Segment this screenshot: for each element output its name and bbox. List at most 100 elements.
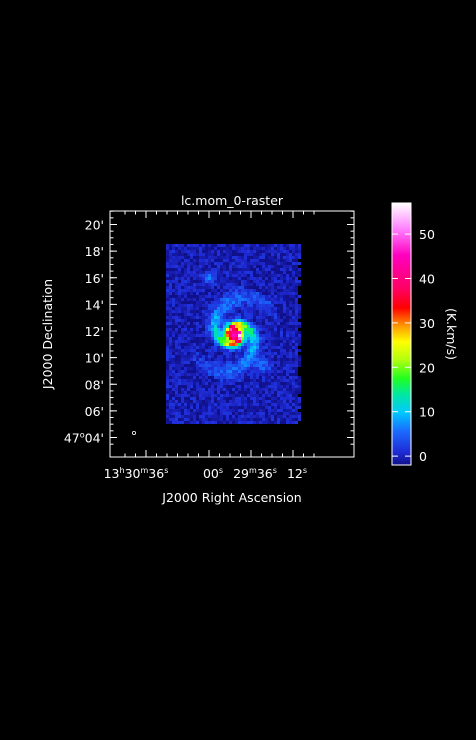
raster-pixel bbox=[265, 259, 268, 262]
raster-pixel bbox=[184, 286, 187, 289]
raster-pixel bbox=[229, 304, 232, 307]
raster-pixel bbox=[208, 286, 211, 289]
raster-pixel bbox=[202, 346, 205, 349]
raster-pixel bbox=[223, 247, 226, 250]
raster-pixel bbox=[283, 382, 286, 385]
raster-pixel bbox=[262, 385, 265, 388]
raster-pixel bbox=[175, 412, 178, 415]
raster-pixel bbox=[256, 388, 259, 391]
raster-pixel bbox=[181, 376, 184, 379]
raster-pixel bbox=[265, 364, 268, 367]
raster-pixel bbox=[268, 265, 271, 268]
raster-pixel bbox=[175, 310, 178, 313]
raster-pixel bbox=[211, 361, 214, 364]
raster-pixel bbox=[280, 421, 283, 424]
raster-pixel bbox=[250, 379, 253, 382]
raster-pixel bbox=[253, 349, 256, 352]
raster-pixel bbox=[292, 286, 295, 289]
raster-pixel bbox=[223, 376, 226, 379]
raster-pixel bbox=[271, 265, 274, 268]
raster-pixel bbox=[220, 406, 223, 409]
raster-pixel bbox=[253, 376, 256, 379]
raster-pixel bbox=[274, 406, 277, 409]
raster-pixel bbox=[268, 295, 271, 298]
colorbar-ramp bbox=[392, 203, 411, 465]
raster-pixel bbox=[244, 328, 247, 331]
raster-pixel bbox=[181, 379, 184, 382]
raster-pixel bbox=[256, 265, 259, 268]
raster-pixel bbox=[250, 382, 253, 385]
raster-pixel bbox=[253, 319, 256, 322]
raster-pixel bbox=[271, 292, 274, 295]
raster-pixel bbox=[226, 340, 229, 343]
raster-pixel bbox=[268, 358, 271, 361]
raster-pixel bbox=[178, 274, 181, 277]
raster-pixel bbox=[223, 250, 226, 253]
raster-pixel bbox=[250, 421, 253, 424]
raster-pixel bbox=[250, 268, 253, 271]
raster-pixel bbox=[193, 250, 196, 253]
raster-pixel bbox=[217, 412, 220, 415]
raster-pixel bbox=[193, 394, 196, 397]
raster-pixel bbox=[277, 295, 280, 298]
raster-pixel bbox=[223, 301, 226, 304]
raster-pixel bbox=[175, 382, 178, 385]
raster-pixel bbox=[235, 307, 238, 310]
raster-pixel bbox=[166, 358, 169, 361]
raster-pixel bbox=[214, 415, 217, 418]
raster-pixel bbox=[247, 304, 250, 307]
raster-pixel bbox=[280, 325, 283, 328]
raster-pixel bbox=[259, 268, 262, 271]
raster-pixel bbox=[232, 367, 235, 370]
raster-pixel bbox=[196, 394, 199, 397]
raster-pixel bbox=[250, 313, 253, 316]
raster-pixel bbox=[238, 367, 241, 370]
raster-pixel bbox=[229, 316, 232, 319]
raster-pixel bbox=[199, 292, 202, 295]
raster-pixel bbox=[199, 301, 202, 304]
raster-pixel bbox=[208, 325, 211, 328]
raster-pixel bbox=[286, 313, 289, 316]
raster-pixel bbox=[184, 280, 187, 283]
raster-pixel bbox=[289, 358, 292, 361]
raster-pixel bbox=[169, 316, 172, 319]
raster-pixel bbox=[289, 274, 292, 277]
raster-pixel bbox=[175, 277, 178, 280]
raster-pixel bbox=[220, 289, 223, 292]
raster-pixel bbox=[217, 352, 220, 355]
raster-pixel bbox=[253, 331, 256, 334]
raster-pixel bbox=[292, 319, 295, 322]
raster-pixel bbox=[235, 262, 238, 265]
raster-pixel bbox=[247, 391, 250, 394]
raster-pixel bbox=[196, 418, 199, 421]
raster-pixel bbox=[223, 349, 226, 352]
raster-pixel bbox=[181, 253, 184, 256]
raster-pixel bbox=[205, 274, 208, 277]
raster-pixel bbox=[256, 310, 259, 313]
raster-pixel bbox=[280, 391, 283, 394]
raster-pixel bbox=[253, 346, 256, 349]
raster-pixel bbox=[223, 307, 226, 310]
raster-pixel bbox=[262, 328, 265, 331]
raster-pixel bbox=[232, 268, 235, 271]
raster-pixel bbox=[292, 307, 295, 310]
raster-pixel bbox=[187, 355, 190, 358]
raster-pixel bbox=[298, 325, 301, 328]
raster-pixel bbox=[226, 286, 229, 289]
raster-pixel bbox=[208, 340, 211, 343]
raster-pixel bbox=[166, 319, 169, 322]
raster-pixel bbox=[214, 364, 217, 367]
raster-pixel bbox=[238, 328, 241, 331]
raster-pixel bbox=[205, 295, 208, 298]
raster-pixel bbox=[211, 409, 214, 412]
raster-pixel bbox=[295, 253, 298, 256]
raster-pixel bbox=[244, 340, 247, 343]
raster-pixel bbox=[166, 400, 169, 403]
raster-pixel bbox=[205, 373, 208, 376]
raster-pixel bbox=[274, 334, 277, 337]
raster-pixel bbox=[262, 283, 265, 286]
raster-pixel bbox=[244, 391, 247, 394]
raster-pixel bbox=[193, 349, 196, 352]
raster-pixel bbox=[238, 265, 241, 268]
raster-pixel bbox=[259, 376, 262, 379]
